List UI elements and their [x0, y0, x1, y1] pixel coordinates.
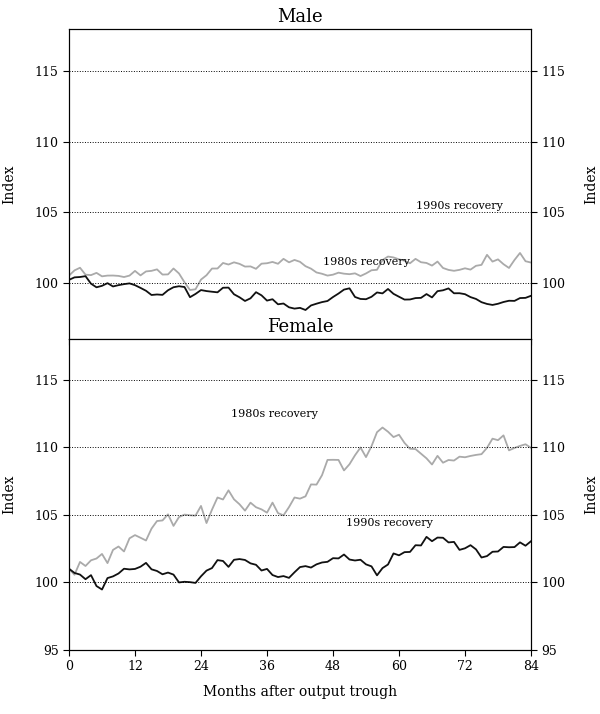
- Title: Female: Female: [267, 318, 333, 336]
- Text: 1980s recovery: 1980s recovery: [323, 256, 410, 266]
- Text: 1990s recovery: 1990s recovery: [415, 201, 502, 211]
- Text: Index: Index: [2, 164, 16, 203]
- Text: Months after output trough: Months after output trough: [203, 685, 397, 699]
- Text: 1990s recovery: 1990s recovery: [346, 518, 433, 528]
- Title: Male: Male: [277, 8, 323, 26]
- Text: Index: Index: [584, 475, 598, 514]
- Text: Index: Index: [584, 164, 598, 203]
- Text: Index: Index: [2, 475, 16, 514]
- Text: 1980s recovery: 1980s recovery: [230, 409, 317, 419]
